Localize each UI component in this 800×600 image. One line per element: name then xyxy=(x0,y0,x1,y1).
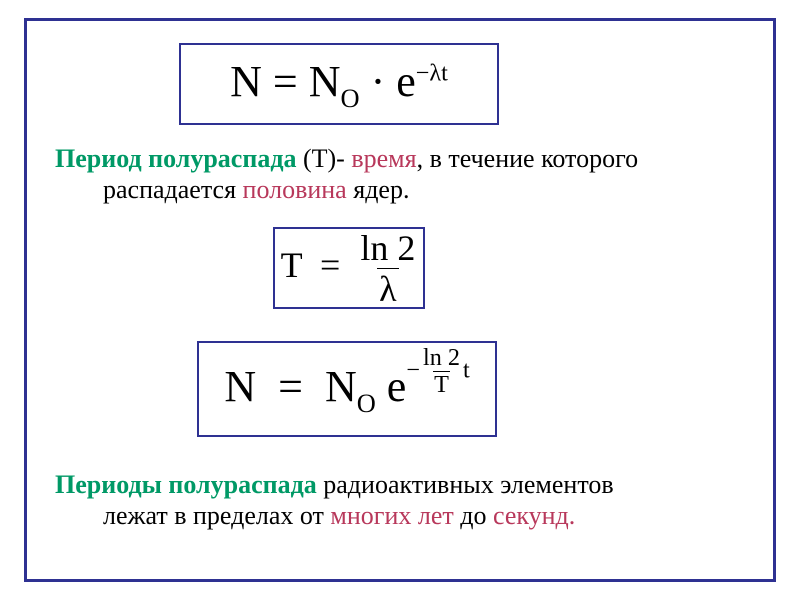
formula-decay-law: N = NO · e−λt xyxy=(230,56,448,113)
frac-den: λ xyxy=(377,268,398,307)
formula-box-half-life: T = ln 2 λ xyxy=(273,227,425,309)
sym-N0: NO xyxy=(309,57,371,106)
p2-seconds: секунд. xyxy=(493,501,575,530)
p2-rest1: радиоактивных элементов xyxy=(323,470,613,499)
slide-frame: N = NO · e−λt Период полураспада (Т)- вр… xyxy=(24,18,776,582)
frac-num: ln 2 xyxy=(358,230,417,268)
p1-half: половина xyxy=(243,175,354,204)
formula-decay-with-T: N = NO e−ln 2Tt xyxy=(224,361,469,418)
exp-lambda-t: −λt xyxy=(416,59,448,86)
p2-years: многих лет xyxy=(330,501,460,530)
sym-eq2: = xyxy=(320,244,340,284)
p1-a: (Т)- xyxy=(296,144,351,173)
formula-box-decay-law: N = NO · e−λt xyxy=(179,43,499,125)
sym-N: N xyxy=(230,57,262,106)
sym-eq3: = xyxy=(278,362,303,411)
p1-l2c: ядер. xyxy=(353,175,409,204)
p1-time: время xyxy=(351,144,416,173)
frac-ln2-lambda: ln 2 λ xyxy=(358,230,417,307)
exp-t: t xyxy=(463,356,470,383)
sym-N03: NO xyxy=(325,362,387,411)
p2-l2c: до xyxy=(460,501,493,530)
exp-frac: ln 2T xyxy=(422,346,461,397)
p2-l2a: лежат в пределах от xyxy=(103,501,330,530)
exp-minus: − xyxy=(406,356,420,383)
sym-e: e xyxy=(396,57,416,106)
sym-T: T xyxy=(281,244,302,284)
p1-l2a: распадается xyxy=(103,175,243,204)
formula-half-life: T = ln 2 λ xyxy=(281,230,418,307)
paragraph-half-life-def: Период полураспада (Т)- время, в течение… xyxy=(55,143,745,205)
term-periods: Периоды полураспада xyxy=(55,470,323,499)
term-half-life: Период полураспада xyxy=(55,144,296,173)
sym-dot: · xyxy=(371,57,386,106)
paragraph-range: Периоды полураспада радиоактивных элемен… xyxy=(55,469,745,531)
p1-c: , в течение которого xyxy=(417,144,639,173)
sym-e3: e xyxy=(387,362,407,411)
formula-box-decay-with-T: N = NO e−ln 2Tt xyxy=(197,341,497,437)
sym-eq: = xyxy=(273,57,298,106)
exp-block: −ln 2Tt xyxy=(406,346,469,397)
sym-N3: N xyxy=(224,362,256,411)
